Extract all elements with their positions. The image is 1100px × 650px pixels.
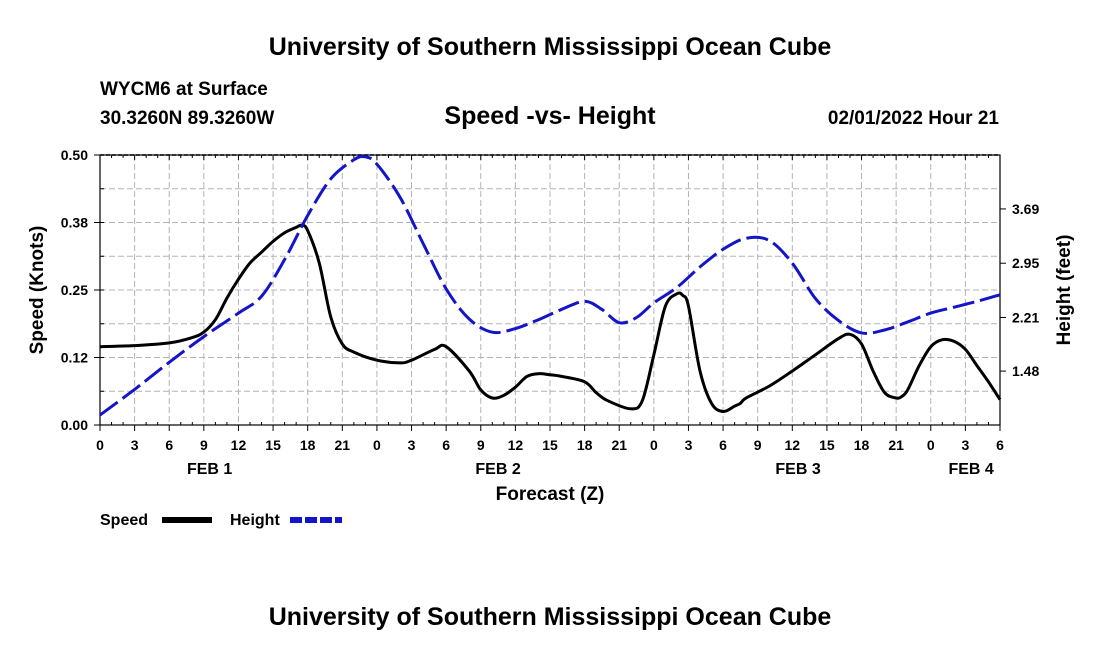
- y-tick-label: 0.50: [61, 147, 88, 163]
- y-tick-label: 0.25: [61, 282, 88, 298]
- legend-height-label: Height: [230, 512, 280, 529]
- day-label: FEB 3: [775, 461, 820, 478]
- datetime-label: 02/01/2022 Hour 21: [828, 108, 1000, 129]
- x-tick-label: 9: [754, 437, 762, 453]
- series-layer: [99, 154, 1002, 417]
- x-tick-label: 18: [300, 437, 316, 453]
- chart-title: Speed -vs- Height: [444, 102, 656, 130]
- y-tick-label: 0.00: [61, 417, 88, 433]
- x-tick-label: 6: [165, 437, 173, 453]
- x-tick-label: 15: [265, 437, 281, 453]
- x-tick-label: 6: [719, 437, 727, 453]
- x-tick-label: 0: [96, 437, 104, 453]
- y2-tick-label: 3.69: [1012, 201, 1039, 217]
- x-tick-label: 9: [477, 437, 485, 453]
- x-tick-label: 15: [542, 437, 558, 453]
- footer-title: University of Southern Mississippi Ocean…: [269, 603, 832, 631]
- x-tick-label: 3: [685, 437, 693, 453]
- x-tick-label: 0: [373, 437, 381, 453]
- page-title: University of Southern Mississippi Ocean…: [269, 33, 832, 61]
- x-tick-label: 21: [888, 437, 904, 453]
- station-label: WYCM6 at Surface: [100, 79, 268, 100]
- x-tick-label: 21: [611, 437, 627, 453]
- y2-tick-label: 1.48: [1012, 363, 1039, 379]
- x-tick-label: 3: [961, 437, 969, 453]
- x-tick-label: 12: [785, 437, 801, 453]
- x-tick-label: 0: [927, 437, 935, 453]
- x-tick-label: 21: [335, 437, 351, 453]
- x-tick-label: 6: [996, 437, 1004, 453]
- y-axis-label: Speed (Knots): [27, 226, 48, 355]
- x-tick-label: 18: [854, 437, 870, 453]
- y2-axis-label: Height (feet): [1054, 235, 1075, 346]
- y2-tick-label: 2.21: [1012, 310, 1039, 326]
- x-tick-label: 3: [408, 437, 416, 453]
- y-tick-label: 0.12: [61, 350, 88, 366]
- legend: Speed Height: [100, 512, 342, 529]
- x-tick-label: 18: [577, 437, 593, 453]
- x-axis-label: Forecast (Z): [496, 484, 605, 505]
- series-height-line: [99, 154, 1001, 417]
- x-tick-label: 6: [442, 437, 450, 453]
- x-tick-label: 3: [131, 437, 139, 453]
- y-tick-label: 0.38: [61, 215, 88, 231]
- coordinates-label: 30.3260N 89.3260W: [100, 108, 274, 129]
- day-label: FEB 4: [948, 461, 993, 478]
- day-label: FEB 2: [475, 461, 520, 478]
- series-speed-line: [99, 223, 1002, 414]
- x-tick-label: 12: [508, 437, 524, 453]
- x-tick-label: 15: [819, 437, 835, 453]
- axis-ticks: 0 3 6 9 12 15 18 21 0 3 6 9 12 15 18 21 0 3 6 9 12 15 18 21 0 3 6 0…: [61, 147, 1040, 478]
- x-tick-label: 0: [650, 437, 658, 453]
- legend-speed-label: Speed: [100, 512, 148, 529]
- x-tick-label: 12: [231, 437, 247, 453]
- grid: [100, 154, 1000, 425]
- x-tick-label: 9: [200, 437, 208, 453]
- day-label: FEB 1: [187, 461, 232, 478]
- y2-tick-label: 2.95: [1012, 255, 1039, 271]
